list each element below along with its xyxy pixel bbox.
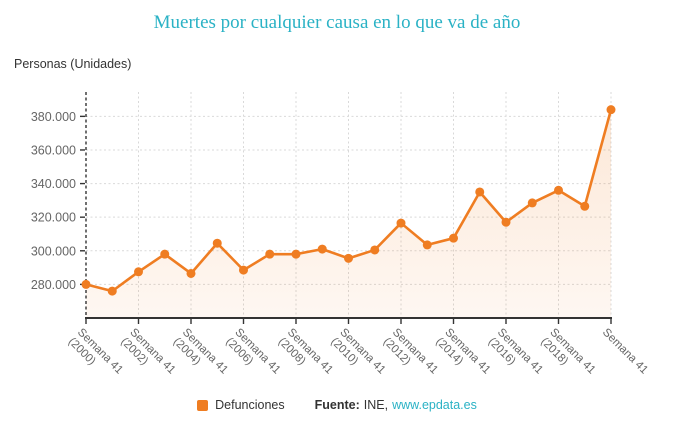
data-point-2019[interactable] [580,201,590,211]
legend-marker-square [197,399,209,411]
series-area-fill [86,109,611,318]
data-point-2002[interactable] [134,267,143,277]
data-point-2003[interactable] [160,249,170,259]
x-tick-label: Semana 41(2012) [381,326,440,376]
x-tick-label: Semana 41(2006) [223,326,282,376]
x-tick-label: Semana 41(2010) [328,326,387,376]
data-point-2009[interactable] [317,244,327,254]
chart-plot-area: 280.000 300.000 320.000 340.000 360.000 380.0… [31,92,650,376]
y-axis-unit-label: Personas (Unidades) [14,57,132,71]
x-tick-label: Semana 41(2000) [66,326,125,376]
y-tick-label: 340.000 [31,177,76,191]
data-point-2000[interactable] [81,279,91,289]
x-tick-label: Semana 41(2016) [486,326,545,376]
y-tick-label: 360.000 [31,143,76,157]
x-tick-label: Semana 41(2018) [538,326,597,376]
svg-text:Semana 41: Semana 41 [600,326,650,376]
x-tick-label: Semana 41(2004) [171,326,230,376]
data-point-2005[interactable] [212,238,222,248]
data-point-2018[interactable] [554,185,563,195]
chart-footer: Defunciones Fuente: INE, www.epdata.es [0,398,674,412]
x-tick-label: Semana 41 [600,326,650,376]
data-point-2011[interactable] [370,245,380,255]
data-point-2004[interactable] [186,268,196,278]
data-point-2007[interactable] [265,249,275,259]
x-tick-label: Semana 41(2008) [276,326,335,376]
legend-label: Defunciones [215,398,285,412]
data-point-2001[interactable] [107,286,117,296]
y-tick-label: 320.000 [31,211,76,225]
data-point-2006[interactable] [239,265,248,275]
y-tick-label: 280.000 [31,278,76,292]
data-point-2014[interactable] [449,233,458,243]
data-point-2020[interactable] [606,105,616,115]
data-point-2016[interactable] [501,217,511,227]
source-prefix: Fuente: [314,398,360,412]
y-tick-label: 380.000 [31,110,76,124]
data-point-2015[interactable] [475,187,485,197]
y-tick-label: 300.000 [31,244,76,258]
data-point-2010[interactable] [344,253,353,263]
source-note: Fuente: INE, www.epdata.es [315,398,477,412]
legend-item-defunciones[interactable]: Defunciones [197,398,285,412]
data-point-2012[interactable] [396,218,406,228]
x-tick-label: Semana 41(2014) [433,326,492,376]
source-name: INE, [363,398,389,412]
source-link[interactable]: www.epdata.es [392,398,477,412]
data-point-2008[interactable] [291,249,301,259]
data-point-2013[interactable] [422,240,432,250]
x-tick-label: Semana 41(2002) [118,326,177,376]
chart-title: Muertes por cualquier causa en lo que va… [153,12,521,33]
data-point-2017[interactable] [527,198,537,208]
